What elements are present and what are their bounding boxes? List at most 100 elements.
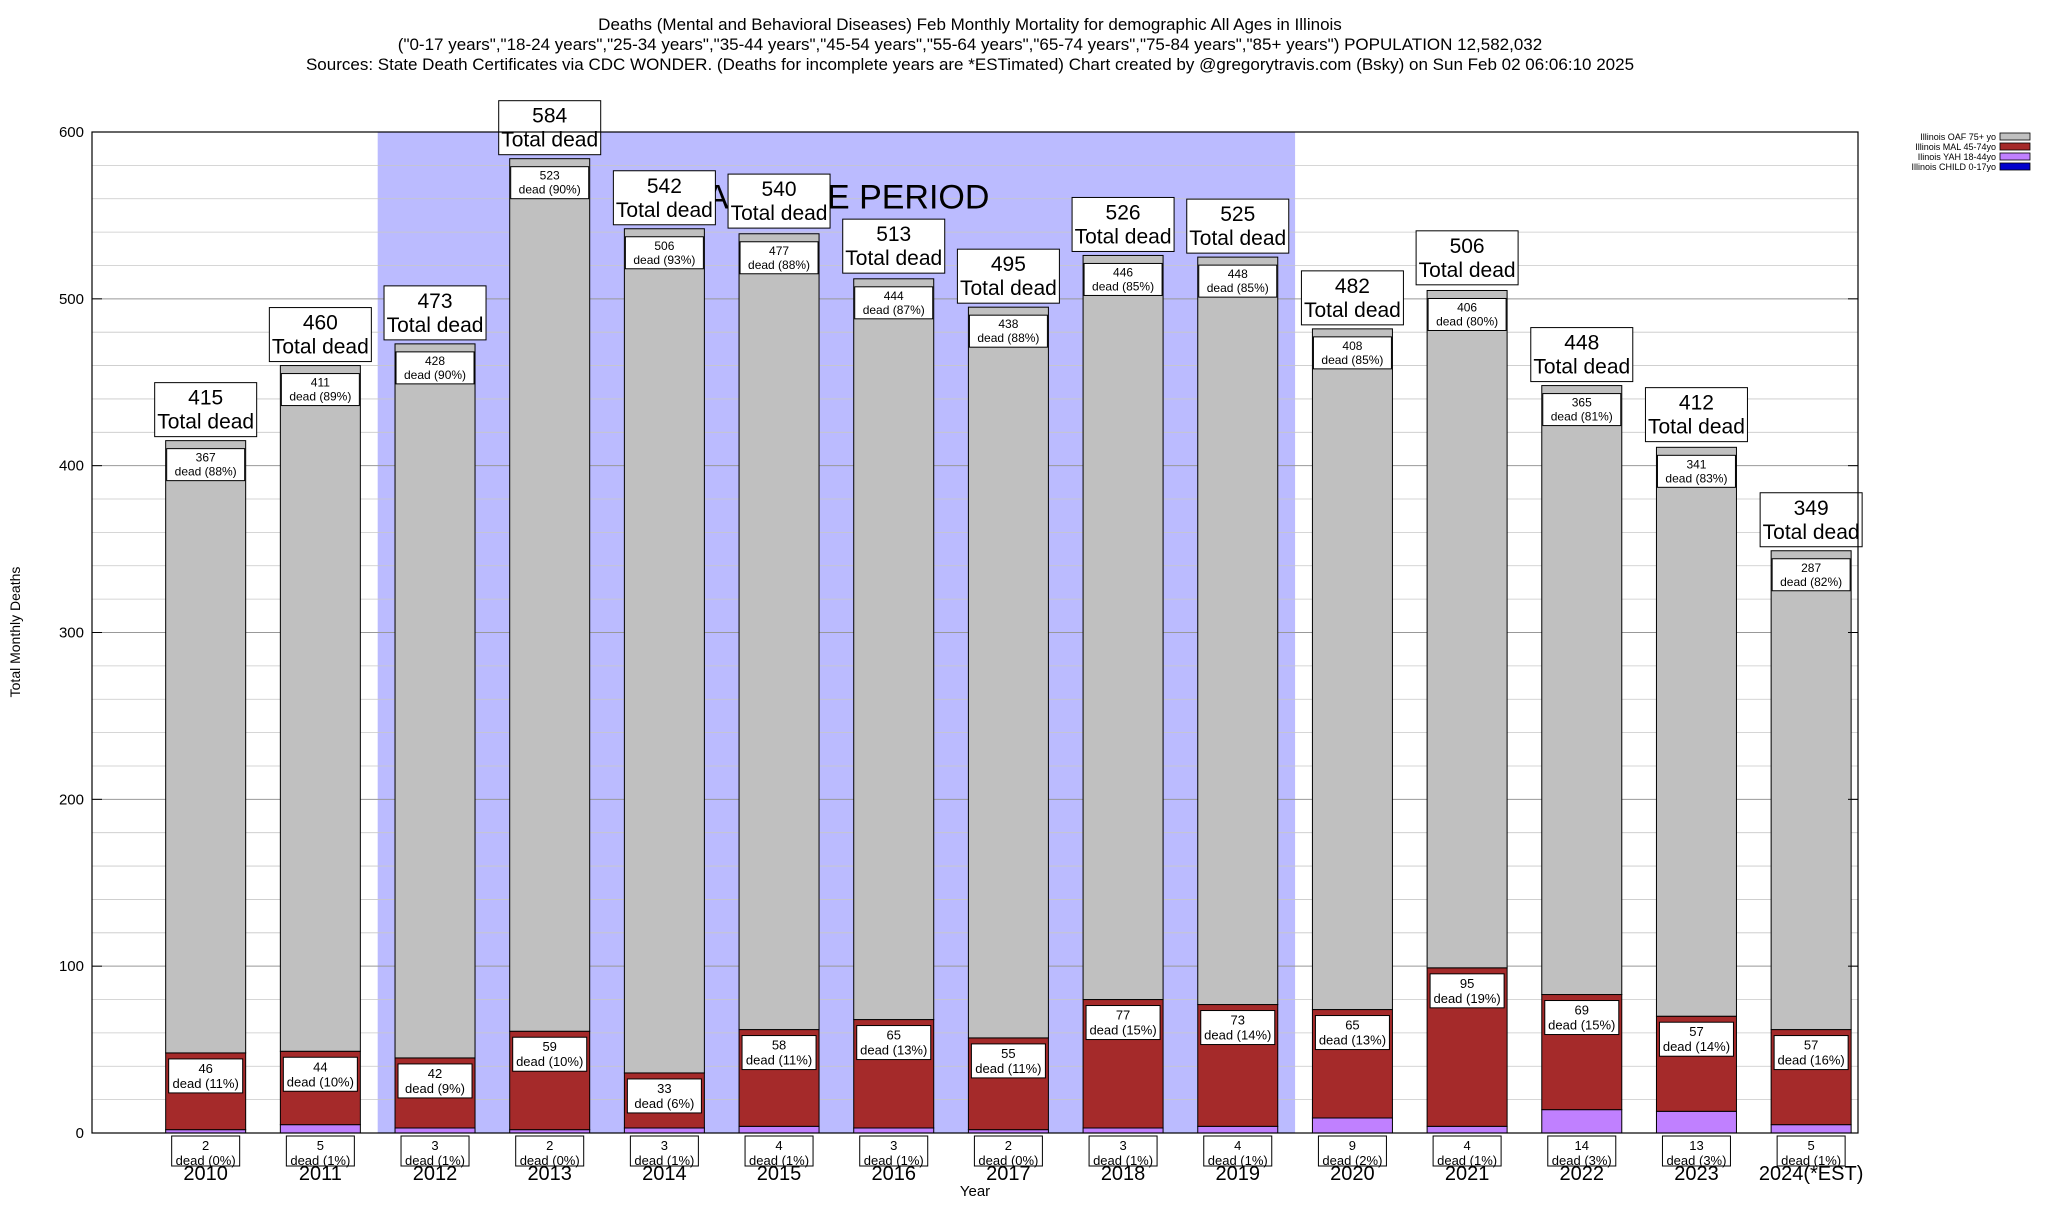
total-value: 525 [1220, 203, 1255, 226]
total-label-box [1415, 230, 1519, 286]
yah-value-label-percent: dead (1%) [405, 1153, 465, 1168]
yah-value-label-percent: dead (3%) [1552, 1153, 1612, 1168]
total-value: 349 [1794, 497, 1829, 520]
yah-value-label-box [400, 1135, 470, 1167]
bar-segment-yah [1311, 1117, 1393, 1134]
oaf-value-label-value: 446 [1113, 265, 1133, 279]
mal-value-label-value: 59 [542, 1039, 556, 1054]
yah-value-label-percent: dead (3%) [1666, 1153, 1726, 1168]
legend-swatch [1999, 162, 2031, 171]
bar-segment-oaf [853, 278, 935, 1021]
legend-swatch [1999, 132, 2031, 141]
bar-segment-yah [1770, 1124, 1852, 1134]
mal-value-label-box [1429, 973, 1505, 1009]
mal-value-label-box [741, 1035, 817, 1071]
total-label-box [1759, 492, 1863, 548]
total-caption: Total dead [960, 277, 1057, 300]
yah-value-label-value: 3 [1119, 1138, 1126, 1153]
total-caption: Total dead [1189, 227, 1286, 250]
y-tick-label: 100 [59, 958, 84, 975]
mal-value-label-percent: dead (10%) [287, 1074, 354, 1089]
oaf-value-label-value: 444 [884, 289, 904, 303]
total-label-box [1644, 387, 1748, 443]
total-caption: Total dead [501, 129, 598, 152]
oaf-value-label-value: 477 [769, 244, 789, 258]
oaf-value-label-value: 406 [1457, 300, 1477, 314]
mal-value-label-box [856, 1025, 932, 1061]
total-caption: Total dead [731, 202, 828, 225]
mal-value-label-box [1773, 1035, 1849, 1071]
mal-value-label-box [1085, 1005, 1161, 1041]
mal-value-label-value: 57 [1804, 1038, 1818, 1053]
yah-value-label-box [1088, 1135, 1158, 1167]
total-label-box [498, 100, 602, 156]
yah-value-label-percent: dead (1%) [864, 1153, 924, 1168]
yah-value-label-percent: dead (2%) [1322, 1153, 1382, 1168]
oaf-value-label-percent: dead (82%) [1780, 575, 1842, 589]
yah-value-label-value: 3 [431, 1138, 438, 1153]
oaf-value-label-value: 287 [1801, 561, 1821, 575]
total-label-box [1186, 198, 1290, 254]
bar-segment-yah [1197, 1125, 1279, 1134]
yah-value-label-box [1547, 1135, 1617, 1167]
bar-segment-oaf [967, 306, 1049, 1039]
oaf-value-label-value: 523 [540, 169, 560, 183]
legend-label: Illinois CHILD 0-17yo [1911, 162, 1996, 172]
y-tick-label: 300 [59, 625, 84, 642]
oaf-value-label-box [280, 373, 360, 407]
x-tick-label: 2019 [1216, 1163, 1261, 1185]
oaf-value-label-percent: dead (85%) [1092, 279, 1154, 293]
total-value: 460 [303, 312, 338, 335]
oaf-value-label-percent: dead (89%) [289, 390, 351, 404]
mal-value-label-box [1314, 1015, 1390, 1051]
yah-value-label-box [285, 1135, 355, 1167]
mal-value-label-percent: dead (19%) [1433, 991, 1500, 1006]
oaf-value-label-value: 438 [998, 317, 1018, 331]
title-line-2: ("0-17 years","18-24 years","25-34 years… [398, 35, 1542, 54]
legend-swatch [1999, 142, 2031, 151]
oaf-value-label-box [1198, 264, 1278, 298]
mal-value-label-value: 65 [886, 1028, 900, 1043]
yah-value-label-percent: dead (1%) [749, 1153, 809, 1168]
yah-value-label-percent: dead (1%) [1208, 1153, 1268, 1168]
total-caption: Total dead [1763, 521, 1860, 544]
chart-title: Deaths (Mental and Behavioral Diseases) … [306, 15, 1634, 74]
oaf-value-label-box [854, 286, 934, 320]
bar-segment-oaf [1541, 385, 1623, 996]
oaf-value-label-value: 341 [1686, 457, 1706, 471]
oaf-value-label-box [1083, 262, 1163, 296]
legend-label: Illinois MAL 45-74yo [1915, 142, 1996, 152]
yah-value-label-box [859, 1135, 929, 1167]
mal-value-label-percent: dead (13%) [860, 1043, 927, 1058]
yah-value-label-box [973, 1135, 1043, 1167]
oaf-value-label-percent: dead (80%) [1436, 314, 1498, 328]
x-tick-label: 2021 [1445, 1163, 1490, 1185]
bar-segment-oaf [738, 233, 820, 1031]
total-label-box [383, 285, 487, 341]
mal-value-label-value: 73 [1231, 1013, 1245, 1028]
bar-segment-oaf [1311, 328, 1393, 1011]
